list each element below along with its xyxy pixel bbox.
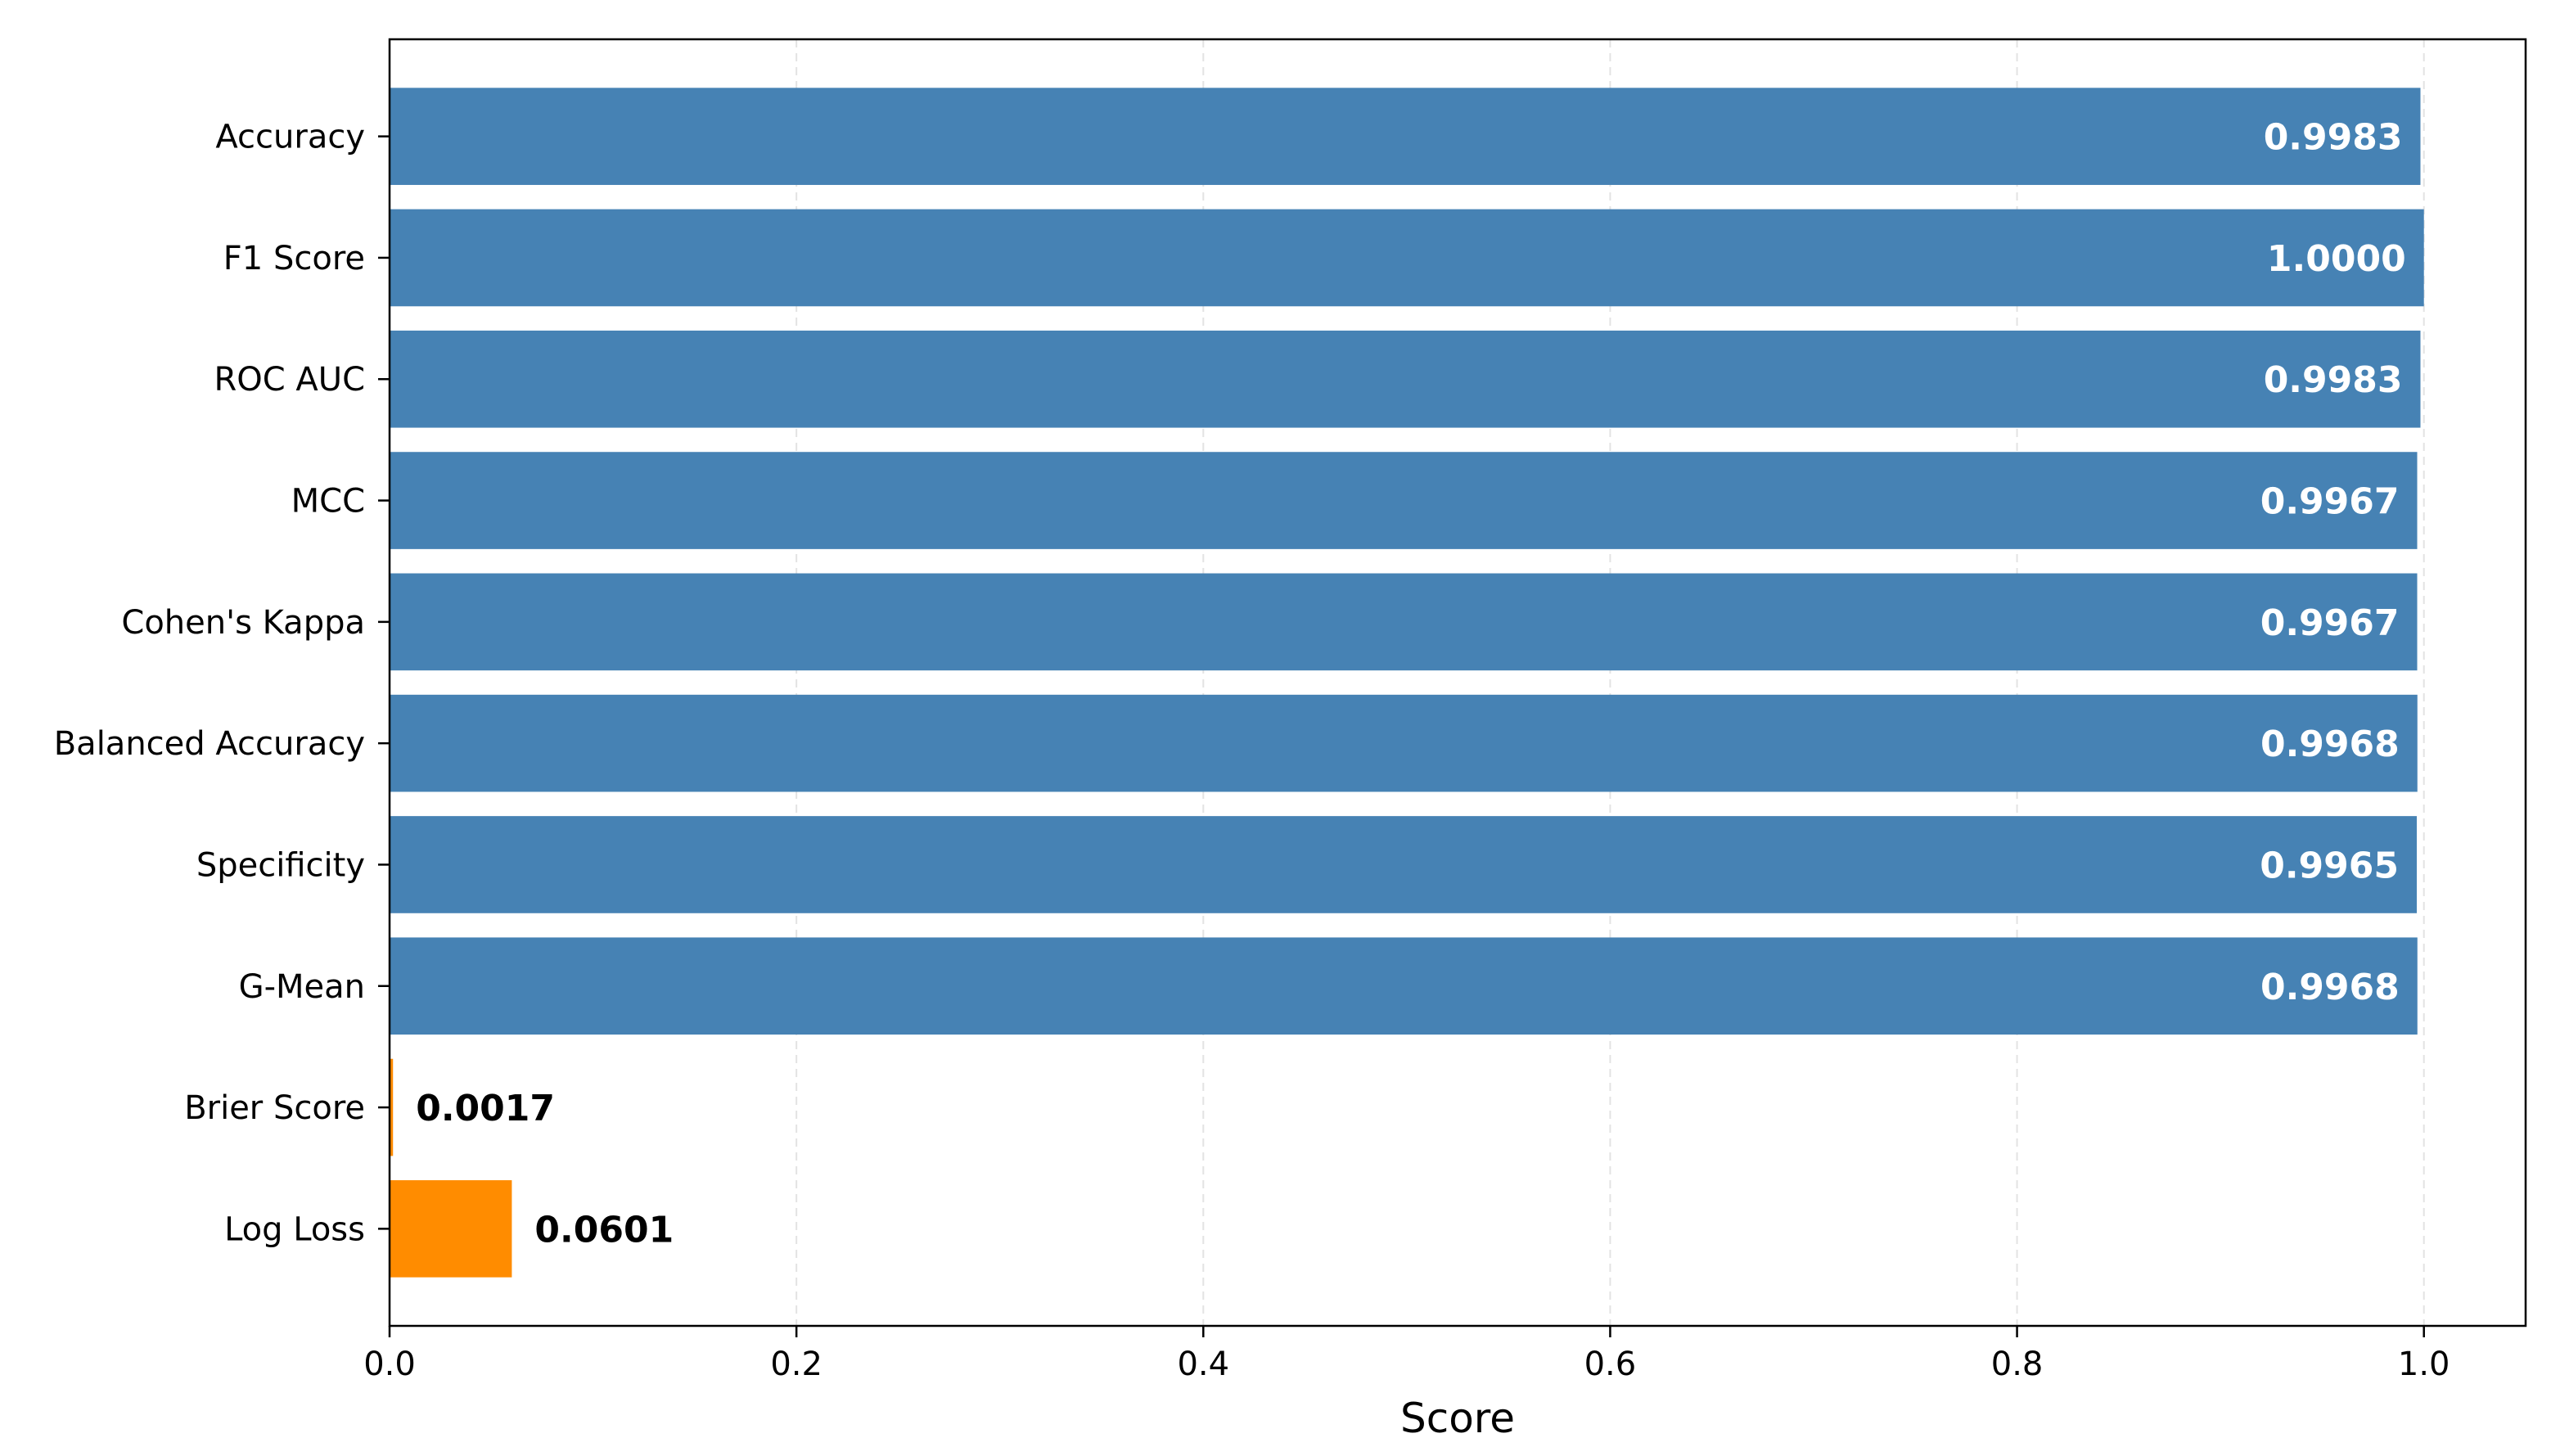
- bar-g-mean: [390, 937, 2418, 1035]
- y-tick-label: G-Mean: [239, 968, 365, 1006]
- bars: [390, 88, 2424, 1278]
- y-tick-label: ROC AUC: [214, 361, 366, 399]
- x-tick-label: 0.0: [363, 1346, 416, 1383]
- bar-f1-score: [390, 209, 2424, 307]
- y-axis-ticks: Accuracy F1 Score ROC AUC MCC Cohen's Kappa B…: [54, 119, 390, 1248]
- y-tick-label: F1 Score: [223, 240, 365, 277]
- bar-specificity: [390, 816, 2418, 913]
- bar-value-label: 0.9983: [2264, 359, 2403, 401]
- bar-accuracy: [390, 88, 2421, 185]
- value-labels: 0.9983 1.0000 0.9983 0.9967 0.9967 0.9968 0.99…: [416, 117, 2405, 1251]
- bar-brier-score: [390, 1058, 394, 1156]
- x-tick-label: 0.8: [1991, 1346, 2044, 1383]
- y-tick-label: Accuracy: [215, 119, 365, 156]
- y-tick-label: MCC: [291, 483, 365, 521]
- bar-cohen-s-kappa: [390, 573, 2418, 671]
- x-tick-label: 0.2: [770, 1346, 823, 1383]
- y-tick-label: Cohen's Kappa: [121, 604, 365, 642]
- bar-balanced-accuracy: [390, 694, 2418, 792]
- y-tick-label: Specificity: [196, 846, 365, 884]
- bar-roc-auc: [390, 330, 2421, 428]
- y-tick-label: Balanced Accuracy: [54, 725, 365, 763]
- bar-value-label: 0.0601: [534, 1209, 674, 1251]
- x-tick-label: 1.0: [2398, 1346, 2450, 1383]
- plot-frame: [388, 38, 2527, 1328]
- x-axis-title: Score: [1400, 1395, 1515, 1442]
- bar-value-label: 0.9968: [2260, 723, 2400, 765]
- bar-value-label: 0.9967: [2260, 602, 2400, 644]
- bar-value-label: 0.9983: [2264, 117, 2403, 159]
- bar-value-label: 1.0000: [2267, 238, 2406, 280]
- x-tick-label: 0.4: [1177, 1346, 1229, 1383]
- bar-value-label: 0.0017: [416, 1088, 555, 1129]
- x-tick-label: 0.6: [1584, 1346, 1637, 1383]
- bar-value-label: 0.9967: [2260, 481, 2400, 523]
- y-tick-label: Brier Score: [184, 1089, 365, 1127]
- bar-value-label: 0.9968: [2260, 967, 2400, 1008]
- bar-log-loss: [390, 1180, 512, 1278]
- bar-mcc: [390, 452, 2418, 549]
- y-tick-label: Log Loss: [224, 1210, 365, 1248]
- x-axis-ticks: 0.0 0.2 0.4 0.6 0.8 1.0: [363, 1326, 2450, 1383]
- bar-value-label: 0.9965: [2260, 845, 2399, 886]
